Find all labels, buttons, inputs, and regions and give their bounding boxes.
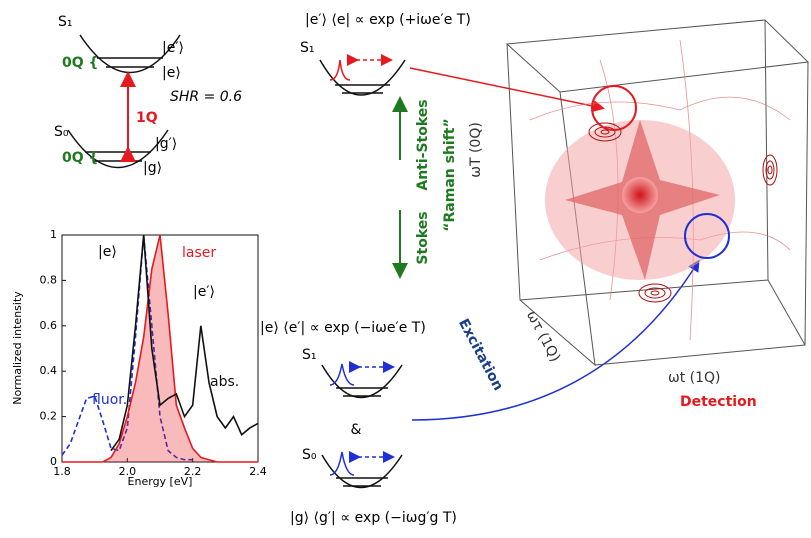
- huang-rhys: SHR = 0.6: [170, 89, 242, 105]
- well: [320, 60, 405, 95]
- level-label: |e′⟩: [162, 40, 184, 56]
- y-tick-label: 0.6: [40, 319, 58, 332]
- spectrum-cube: ωτ (1Q) Excitation ωt (1Q) Detection: [455, 20, 808, 410]
- annotation: |e′⟩: [193, 284, 215, 300]
- spectrum-chart: Energy [eV] Normalized intensity |e⟩ |e′…: [11, 228, 267, 488]
- y-tick-label: 1: [50, 228, 57, 241]
- well: [322, 455, 402, 488]
- state-label: S₀: [302, 447, 317, 463]
- x-tick-label: 2.4: [249, 465, 267, 478]
- axis-label: ωt (1Q): [668, 370, 721, 386]
- axis-label: ωτ (1Q): [523, 308, 563, 364]
- series-label: abs.: [210, 374, 239, 390]
- series-area: [62, 235, 258, 462]
- wavepacket: [330, 60, 350, 80]
- figure: S₁ S₀ |e′⟩ |e⟩ |g′⟩ |g⟩ 0Q { 0Q { 1Q SHR…: [0, 0, 811, 533]
- level-label: |g⟩: [143, 160, 162, 176]
- pathway-arrow: [410, 68, 602, 108]
- x-tick-label: 2.2: [184, 465, 202, 478]
- one-q-label: 1Q: [136, 110, 158, 126]
- annotation: |e⟩: [98, 244, 117, 260]
- state-label: S₁: [300, 40, 315, 56]
- formula: |e′⟩ ⟨e| ∝ exp (+iωe′e T): [305, 12, 471, 28]
- y-tick-label: 0.4: [40, 364, 58, 377]
- ampersand: &: [351, 422, 362, 438]
- level-label: |e⟩: [162, 65, 181, 81]
- level-label: |g′⟩: [155, 136, 177, 152]
- pathway-bottom: |e⟩ ⟨e′| ∝ exp (−iωe′e T) S₁ & S₀ |g⟩ ⟨g…: [260, 262, 698, 526]
- raman-shift-label: “Raman shift”: [442, 118, 458, 231]
- excitation-label: Excitation: [455, 316, 506, 393]
- y-tick-label: 0.8: [40, 273, 58, 286]
- axis-label: ωT (0Q): [468, 122, 484, 178]
- zero-q-label: 0Q {: [62, 150, 98, 166]
- detection-label: Detection: [680, 394, 757, 410]
- raman-shift: Anti-Stokes Stokes “Raman shift” ωT (0Q): [400, 99, 484, 275]
- state-label: S₀: [54, 124, 69, 140]
- y-tick-label: 0.2: [40, 410, 58, 423]
- pathway-top: |e′⟩ ⟨e| ∝ exp (+iωe′e T) S₁: [300, 12, 602, 108]
- series-label: laser: [182, 245, 216, 261]
- formula: |g⟩ ⟨g′| ∝ exp (−iωg′g T): [290, 510, 457, 526]
- y-axis-label: Normalized intensity: [11, 291, 24, 405]
- state-label: S₁: [302, 347, 317, 363]
- state-label: S₁: [58, 14, 73, 30]
- y-tick-label: 0: [50, 455, 57, 468]
- isosurface-core: [622, 177, 658, 213]
- level-diagram: S₁ S₀ |e′⟩ |e⟩ |g′⟩ |g⟩ 0Q { 0Q { 1Q SHR…: [54, 14, 242, 176]
- x-tick-label: 2.0: [119, 465, 137, 478]
- well: [322, 365, 402, 398]
- stokes-label: Stokes: [415, 211, 431, 264]
- x-axis-label: Energy [eV]: [128, 475, 193, 488]
- zero-q-label: 0Q {: [62, 55, 98, 71]
- formula: |e⟩ ⟨e′| ∝ exp (−iωe′e T): [260, 320, 426, 336]
- series-label: fluor.: [92, 392, 127, 408]
- anti-stokes-label: Anti-Stokes: [415, 99, 431, 190]
